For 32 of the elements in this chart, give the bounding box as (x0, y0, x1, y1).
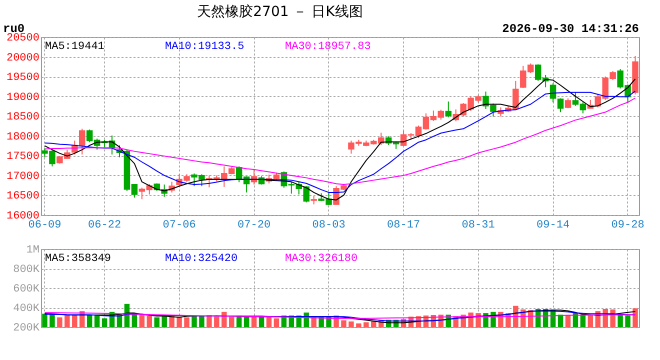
text: MA30:18957.83 (285, 41, 371, 53)
y-tick-label: 18500 (6, 112, 40, 124)
x-tick-label: 07-20 (238, 220, 271, 232)
text: 2026-09-30 14:31:26 (502, 22, 639, 36)
text: MA30:326180 (285, 253, 358, 265)
y-tick-label: 17500 (6, 151, 40, 164)
chart-title: 天然橡胶2701 － 日K线图 (197, 4, 363, 20)
x-tick-label: 07-06 (162, 220, 196, 232)
x-tick-label: 08-31 (462, 220, 496, 232)
y-tick-label: 16500 (6, 190, 40, 203)
candlestick (445, 100, 452, 118)
y-tick-label: 17000 (6, 170, 40, 183)
candlestick (78, 128, 86, 155)
y-tick-label: 19500 (6, 72, 40, 84)
text: MA10:325420 (165, 253, 238, 265)
y-tick-label: 20000 (6, 52, 40, 64)
y-tick-label: 18000 (6, 131, 40, 144)
x-tick-label: 08-17 (387, 220, 420, 232)
y-tick-label: 1M (26, 244, 40, 256)
text: MA10:19133.5 (165, 41, 244, 53)
x-tick-label: 06-09 (28, 220, 62, 232)
x-tick-label: 06-22 (88, 220, 122, 232)
x-tick-label: 08-03 (312, 220, 346, 232)
text: MA5:19441 (45, 41, 105, 53)
y-tick-label: 200K (13, 322, 40, 334)
x-tick-label: 09-14 (536, 220, 570, 232)
x-tick-label: 09-28 (611, 220, 644, 232)
y-tick-label: 800K (13, 264, 40, 276)
text: MA5:358349 (45, 253, 112, 265)
y-tick-label: 19000 (6, 92, 40, 104)
y-tick-label: 600K (13, 284, 40, 296)
y-tick-label: 400K (13, 303, 40, 315)
